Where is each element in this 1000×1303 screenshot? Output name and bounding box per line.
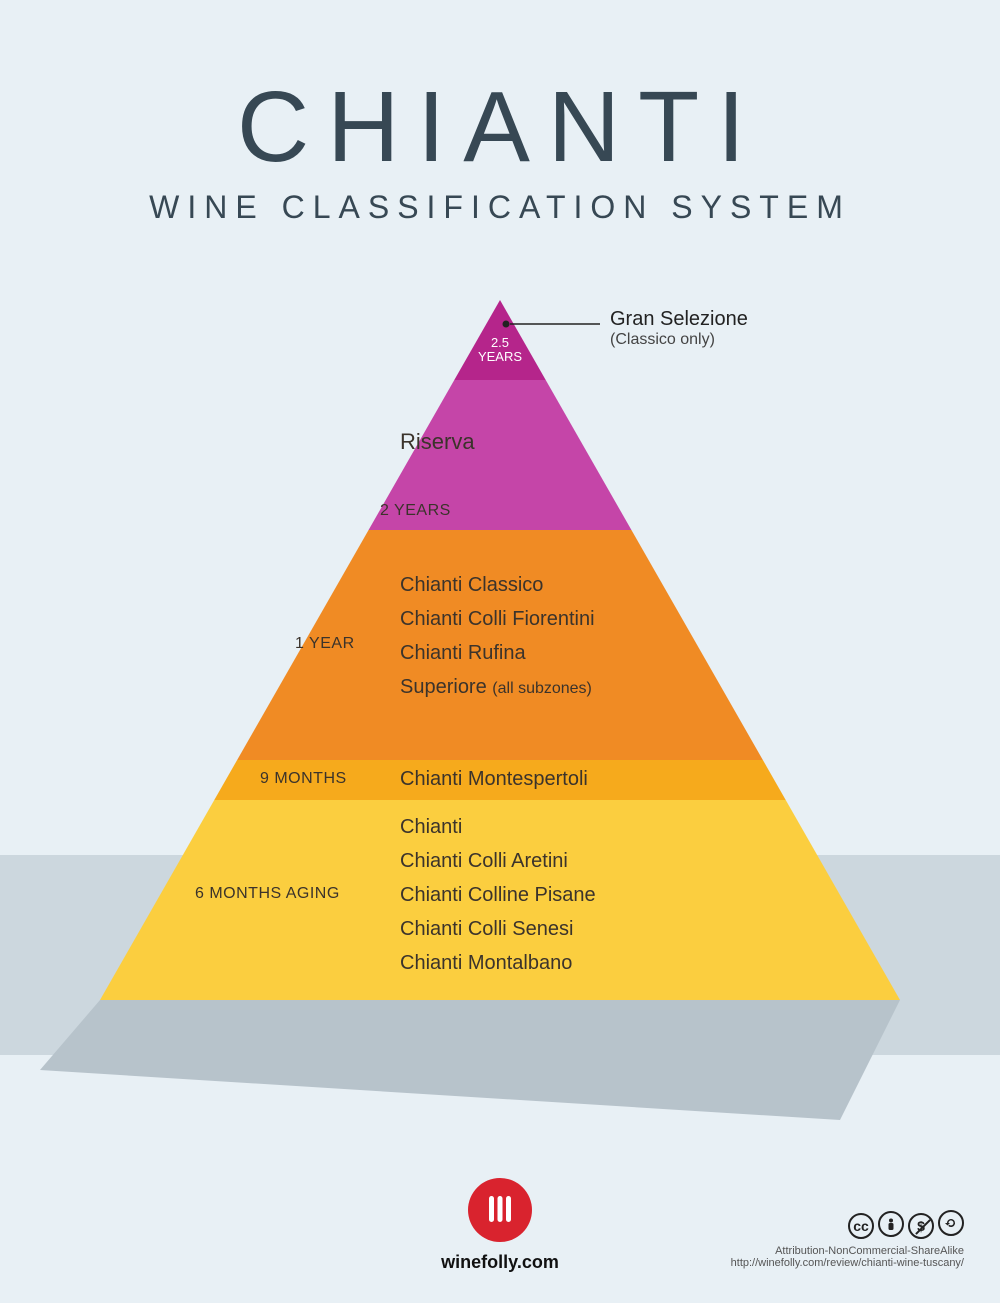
tier-4-time: 9 MONTHS bbox=[260, 770, 347, 788]
tier-5-item-5: Chianti Montalbano bbox=[400, 946, 596, 980]
tier-4-item-1: Chianti Montespertoli bbox=[400, 762, 588, 796]
cc-icons: cc $ bbox=[731, 1210, 964, 1239]
brand-logo-icon bbox=[468, 1178, 532, 1242]
tier-3-time: 1 YEAR bbox=[295, 635, 355, 653]
cc-license-text: Attribution-NonCommercial-ShareAlike bbox=[731, 1245, 964, 1257]
sa-icon bbox=[938, 1210, 964, 1236]
tier-3-item-3: Chianti Rufina bbox=[400, 636, 595, 670]
tier-3-items: Chianti Classico Chianti Colli Fiorentin… bbox=[400, 568, 595, 706]
tier-3-item-4-main: Superiore bbox=[400, 676, 487, 698]
tier-3-item-4-sub: (all subzones) bbox=[492, 680, 592, 697]
cc-icon: cc bbox=[848, 1213, 874, 1239]
tier-4-items: Chianti Montespertoli bbox=[400, 762, 588, 796]
tier-5-time: 6 MONTHS AGING bbox=[195, 885, 340, 903]
tier-2-item-1: Riserva bbox=[400, 425, 475, 459]
tier-1-callout-title: Gran Selezione bbox=[610, 308, 748, 331]
main-title: CHIANTI bbox=[0, 70, 1000, 185]
tier-2-items: Riserva bbox=[400, 425, 475, 459]
tier-5-item-1: Chianti bbox=[400, 810, 596, 844]
tier-3-item-4: Superiore (all subzones) bbox=[400, 670, 595, 706]
tier-1-callout: Gran Selezione (Classico only) bbox=[610, 308, 748, 349]
tier-3-item-2: Chianti Colli Fiorentini bbox=[400, 602, 595, 636]
pyramid-stage: 2.5 YEARS Gran Selezione (Classico only)… bbox=[0, 300, 1000, 1120]
subtitle: WINE CLASSIFICATION SYSTEM bbox=[0, 189, 1000, 226]
by-icon bbox=[878, 1211, 904, 1237]
pyramid: 2.5 YEARS Gran Selezione (Classico only)… bbox=[100, 300, 900, 1000]
cc-block: cc $ Attribution-NonCommercial-ShareAlik… bbox=[731, 1210, 964, 1269]
cc-url: http://winefolly.com/review/chianti-wine… bbox=[731, 1257, 964, 1269]
nc-icon: $ bbox=[908, 1213, 934, 1239]
tier-3-item-1: Chianti Classico bbox=[400, 568, 595, 602]
tier-5-item-4: Chianti Colli Senesi bbox=[400, 912, 596, 946]
tier-2-time: 2 YEARS bbox=[380, 502, 451, 520]
title-block: CHIANTI WINE CLASSIFICATION SYSTEM bbox=[0, 0, 1000, 226]
tier-1-callout-sub: (Classico only) bbox=[610, 331, 748, 349]
tier-5-item-2: Chianti Colli Aretini bbox=[400, 844, 596, 878]
tier-5-item-3: Chianti Colline Pisane bbox=[400, 878, 596, 912]
tier-1-time: 2.5 YEARS bbox=[100, 336, 900, 364]
tier-5-items: Chianti Chianti Colli Aretini Chianti Co… bbox=[400, 810, 596, 980]
